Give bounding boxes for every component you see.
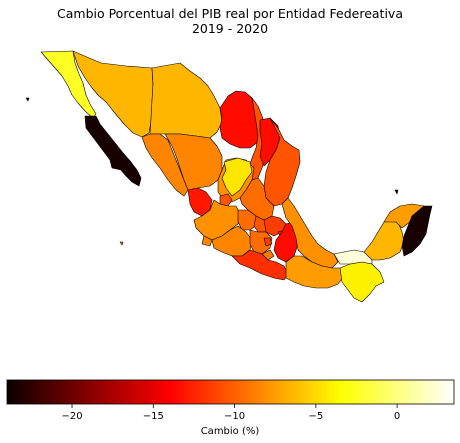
- map-subtitle: 2019 - 2020: [191, 21, 269, 36]
- region-aguascalientes: [219, 193, 233, 207]
- map-title: Cambio Porcentual del PIB real por Entid…: [57, 6, 403, 21]
- colorbar-tick-label: −15: [143, 411, 164, 422]
- region-island-pacific-2: [119, 241, 124, 246]
- colorbar-tick-label: 0: [394, 411, 400, 422]
- region-colima: [201, 235, 213, 247]
- region-jalisco: [193, 199, 241, 241]
- colorbar: −20 −15 −10 −5 0 Cambio (%): [6, 379, 455, 437]
- region-zac-inner: [221, 157, 253, 197]
- region-campeche: [363, 215, 405, 261]
- region-quintana-roo: [401, 205, 433, 257]
- colorbar-tick-label: −10: [224, 411, 245, 422]
- region-chiapas: [339, 261, 385, 303]
- region-durango: [164, 133, 223, 191]
- region-guanajuato: [237, 209, 259, 231]
- region-cdmx: [263, 237, 273, 247]
- region-baja-california-sur: [84, 115, 142, 187]
- region-island-cozumel: [394, 189, 399, 195]
- mexico-choropleth-map: [25, 50, 433, 303]
- map-title-block: Cambio Porcentual del PIB real por Entid…: [0, 6, 460, 36]
- colorbar-gradient: [6, 379, 455, 405]
- colorbar-tick-label: −5: [308, 411, 323, 422]
- region-island-pacific-1: [25, 97, 30, 102]
- region-mexico: [249, 229, 273, 255]
- colorbar-tick-label: −20: [61, 411, 82, 422]
- region-veracruz: [281, 197, 339, 269]
- colorbar-label: Cambio (%): [201, 426, 260, 437]
- region-chihuahua: [149, 62, 223, 139]
- colorbar-ticks: −20 −15 −10 −5 0: [61, 404, 400, 422]
